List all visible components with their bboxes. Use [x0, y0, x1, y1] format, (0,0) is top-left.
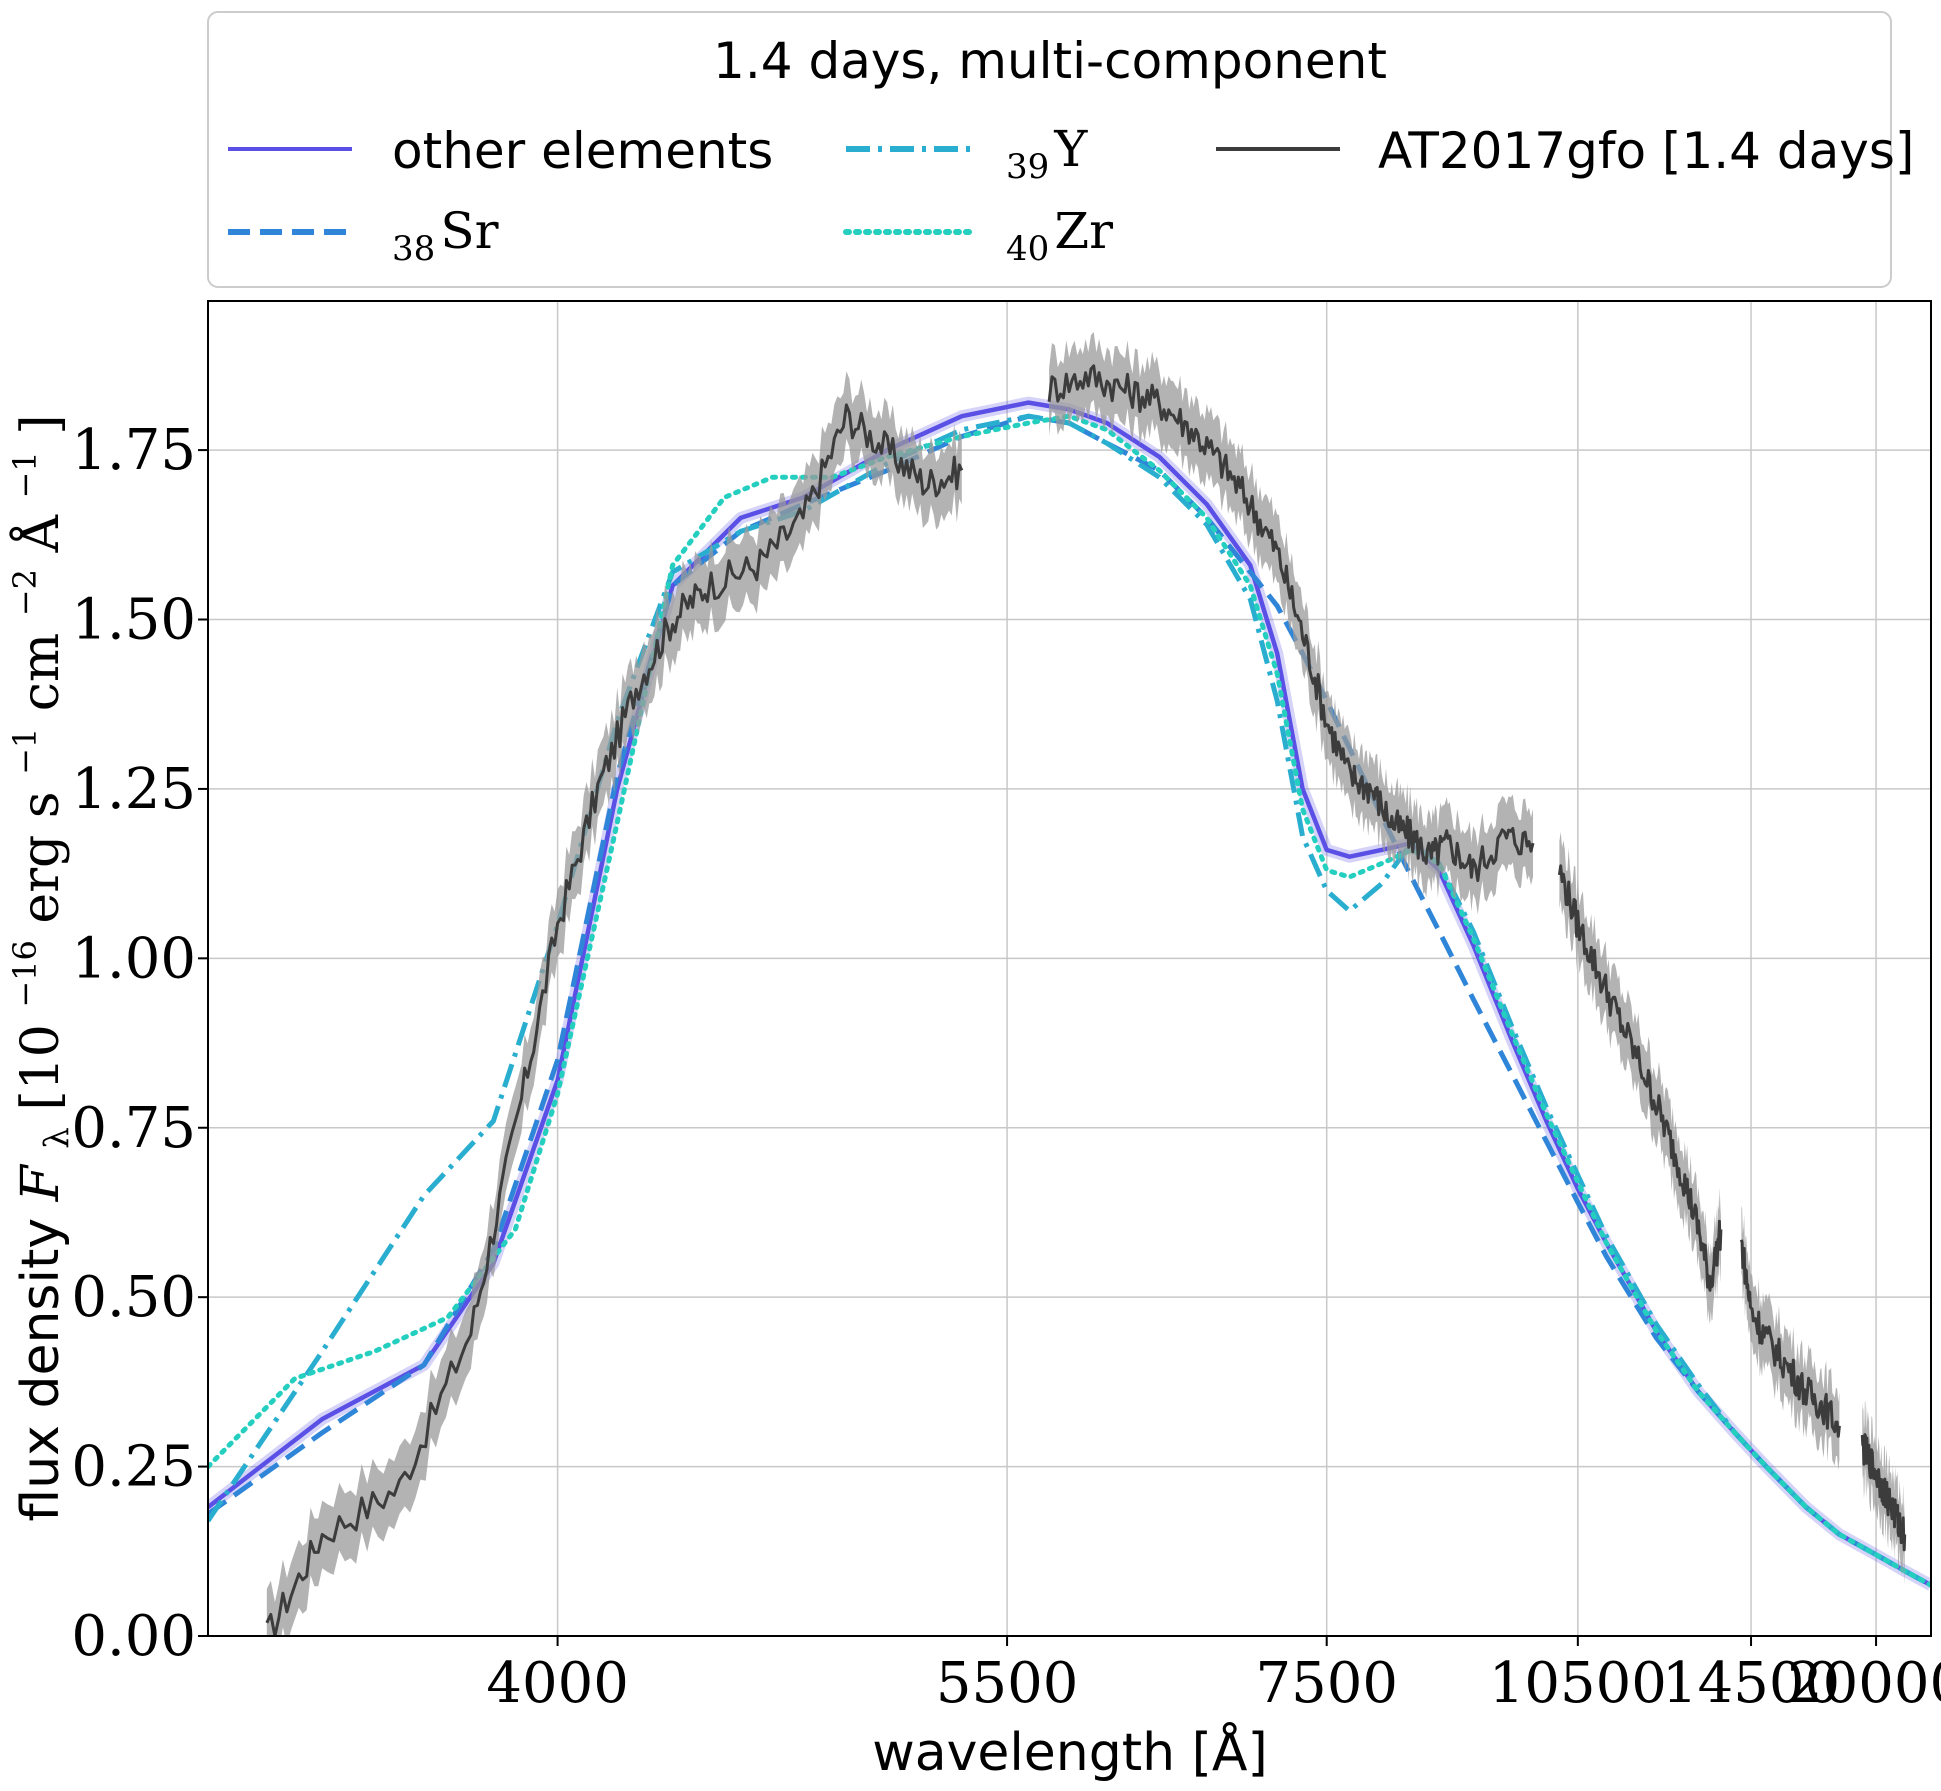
y-axis-label-end: ]	[11, 414, 71, 434]
legend-label-sr: 38 Sr	[392, 202, 499, 269]
legend-sub-zr: 40	[1006, 229, 1049, 269]
legend-elem-y: Y	[1053, 120, 1088, 178]
legend-label-other-elements: other elements	[392, 122, 773, 180]
legend-entry-zr: 40 Zr	[843, 202, 1113, 269]
observed-spectrum-segment	[265, 403, 964, 1636]
observed-error-band	[1049, 332, 1533, 915]
observed-error-band	[1559, 831, 1721, 1325]
series-sr	[208, 413, 1931, 1588]
legend-elem-zr: Zr	[1054, 202, 1113, 260]
legend: 1.4 days, multi-component other elements…	[207, 11, 1914, 288]
observed-spectrum-segment	[1557, 864, 1723, 1292]
legend-entry-at2017gfo: AT2017gfo [1.4 days]	[1216, 122, 1914, 180]
y-axis-label-exp4: −1	[6, 451, 44, 498]
x-tick-label: 4000	[486, 1651, 629, 1716]
legend-sub-sr: 38	[392, 229, 435, 269]
model-line	[208, 413, 1931, 1588]
x-tick-label: 7500	[1255, 1651, 1398, 1716]
y-tick-label: 1.50	[71, 588, 196, 653]
plot-frame	[207, 300, 1932, 1637]
y-axis-label-units4: Å	[9, 514, 71, 554]
model-band	[208, 396, 1931, 1591]
y-axis-label: flux density F λ [10 −16 erg s −1 cm −2 …	[0, 414, 81, 1521]
y-axis-label-var: F	[11, 1163, 71, 1202]
legend-title: 1.4 days, multi-component	[713, 32, 1387, 90]
y-axis-label-units3: cm	[11, 633, 71, 711]
y-tick-label: 0.75	[71, 1096, 196, 1161]
y-tick-label: 1.75	[71, 418, 196, 483]
legend-sub-y: 39	[1006, 147, 1049, 187]
model-line	[208, 413, 1931, 1588]
y-axis-label-exp1: −16	[6, 940, 44, 1008]
observed-spectrum-segment	[1047, 364, 1535, 883]
legend-elem-sr: Sr	[440, 202, 498, 260]
legend-entry-y: 39 Y	[846, 120, 1088, 187]
grid	[208, 301, 1931, 1637]
x-tick-label: 5500	[936, 1651, 1079, 1716]
legend-label-y: 39 Y	[1006, 120, 1088, 187]
series-other-elements	[208, 396, 1931, 1591]
legend-entry-other-elements: other elements	[228, 122, 773, 180]
y-axis-ticks: 0.00 0.25 0.50 0.75 1.00 1.25 1.50 1.75	[71, 418, 208, 1669]
x-tick-label: 14500	[1662, 1651, 1840, 1716]
series-y	[208, 413, 1931, 1588]
y-tick-label: 1.00	[71, 926, 196, 991]
y-axis-label-exp2: −1	[6, 728, 44, 775]
observed-spectrum-segment	[1739, 1239, 1841, 1438]
model-line	[208, 400, 1931, 1588]
x-tick-label: 10500	[1489, 1651, 1667, 1716]
y-tick-label: 0.25	[71, 1435, 196, 1500]
y-axis-label-prefix: flux density	[11, 1201, 71, 1521]
y-tick-label: 0.50	[71, 1265, 196, 1330]
legend-label-at2017gfo: AT2017gfo [1.4 days]	[1378, 122, 1914, 180]
y-axis-label-units: [10	[11, 1024, 71, 1110]
series-at2017gfo-1-4-days-	[265, 332, 1907, 1636]
observed-spectrum-segment	[1860, 1433, 1907, 1552]
y-axis-label-var-sub: λ	[37, 1127, 77, 1149]
model-line	[208, 413, 1931, 1588]
legend-entry-sr: 38 Sr	[228, 202, 499, 269]
legend-label-zr: 40 Zr	[1006, 202, 1113, 269]
y-tick-label: 0.00	[71, 1604, 196, 1669]
y-tick-label: 1.25	[71, 757, 196, 822]
y-axis-label-units2: erg s	[11, 791, 71, 923]
x-axis-label: wavelength [Å]	[872, 1721, 1268, 1783]
series-layer	[208, 332, 1931, 1636]
series-zr	[208, 413, 1931, 1588]
legend-frame	[207, 11, 1892, 288]
y-axis-label-exp3: −2	[6, 569, 44, 616]
observed-error-band	[1741, 1205, 1840, 1471]
observed-error-band	[266, 371, 962, 1636]
